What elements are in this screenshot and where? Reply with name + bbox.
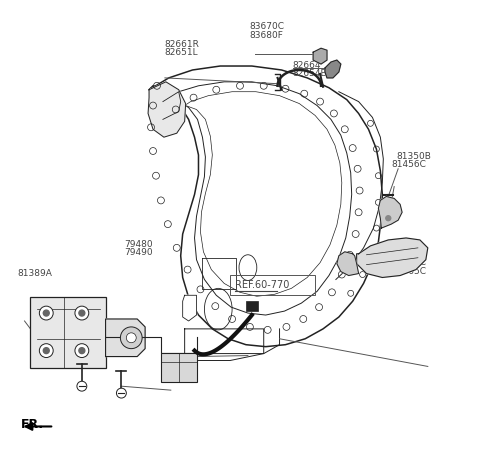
- Circle shape: [43, 310, 49, 316]
- Text: 83670C: 83670C: [250, 22, 285, 31]
- Bar: [246, 301, 258, 311]
- Text: FR.: FR.: [21, 418, 44, 431]
- Circle shape: [75, 306, 89, 320]
- Text: 82654B: 82654B: [292, 70, 327, 78]
- Bar: [161, 352, 196, 382]
- Text: 83655C: 83655C: [392, 258, 427, 267]
- Text: 82661R: 82661R: [164, 40, 199, 49]
- Text: 1125DL: 1125DL: [86, 346, 120, 356]
- Circle shape: [126, 333, 136, 343]
- Circle shape: [79, 348, 85, 353]
- Text: 79490: 79490: [124, 248, 152, 257]
- Polygon shape: [337, 252, 359, 275]
- Circle shape: [120, 327, 142, 349]
- Text: 1125DE: 1125DE: [86, 338, 121, 347]
- Circle shape: [384, 213, 393, 223]
- Text: REF.60-770: REF.60-770: [235, 280, 289, 290]
- Text: 82664: 82664: [292, 61, 321, 70]
- Text: 81389A: 81389A: [17, 268, 52, 278]
- Text: 79480: 79480: [124, 240, 152, 249]
- Bar: [30, 297, 106, 368]
- Circle shape: [79, 310, 85, 316]
- Polygon shape: [106, 319, 145, 357]
- Text: 83665C: 83665C: [392, 267, 427, 276]
- Text: 83680F: 83680F: [250, 31, 283, 40]
- Circle shape: [75, 344, 89, 358]
- Text: 82651L: 82651L: [164, 48, 198, 57]
- Text: 81456C: 81456C: [392, 160, 427, 169]
- Polygon shape: [313, 48, 327, 64]
- Polygon shape: [357, 238, 428, 277]
- Polygon shape: [325, 60, 341, 78]
- Text: 81350B: 81350B: [396, 151, 432, 161]
- Circle shape: [39, 344, 53, 358]
- Circle shape: [43, 348, 49, 353]
- Circle shape: [386, 216, 391, 221]
- Polygon shape: [378, 196, 402, 228]
- Circle shape: [77, 381, 87, 391]
- Polygon shape: [148, 82, 186, 137]
- Circle shape: [39, 306, 53, 320]
- Circle shape: [117, 388, 126, 398]
- Polygon shape: [183, 295, 196, 321]
